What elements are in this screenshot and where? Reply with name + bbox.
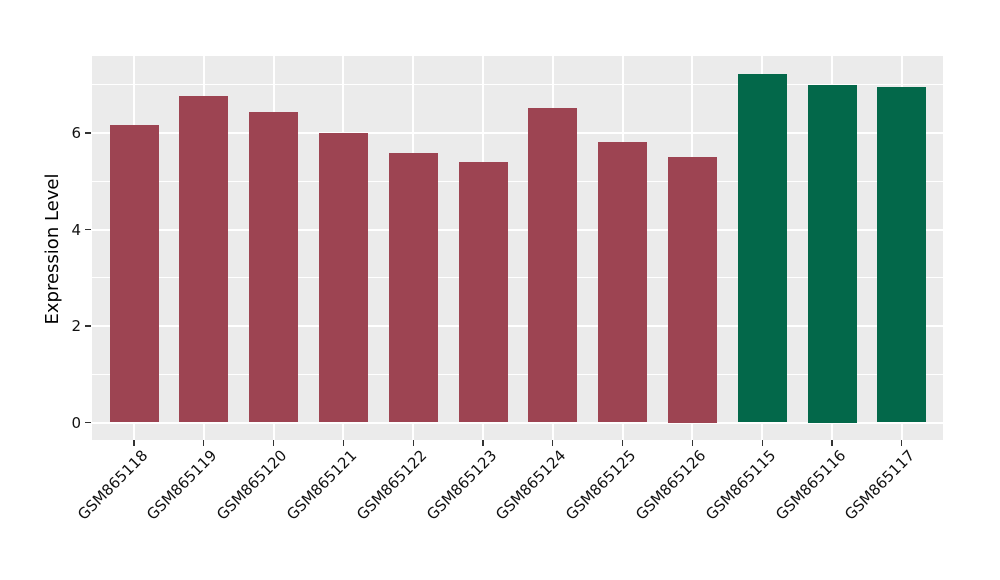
x-tick-mark (203, 440, 205, 446)
x-tick-mark (412, 440, 414, 446)
x-tick-label: GSM865124 (492, 446, 570, 524)
x-tick-mark (133, 440, 135, 446)
x-tick-label: GSM865121 (283, 446, 361, 524)
x-tick-mark (273, 440, 275, 446)
x-tick-label: GSM865117 (841, 446, 919, 524)
bar-GSM865119 (179, 95, 229, 423)
bar-GSM865115 (737, 74, 787, 423)
x-tick-label: GSM865126 (632, 446, 710, 524)
x-tick-mark (342, 440, 344, 446)
x-tick-mark (831, 440, 833, 446)
x-tick-mark (691, 440, 693, 446)
x-tick-label: GSM865116 (771, 446, 850, 524)
x-tick-mark (482, 440, 484, 446)
bar-GSM865120 (249, 111, 299, 423)
y-tick-label: 2 (71, 317, 81, 335)
gridline-minor-horizontal (92, 84, 943, 86)
x-tick-label: GSM865120 (213, 446, 291, 524)
bar-GSM865126 (667, 157, 717, 423)
gridline-major-horizontal (92, 132, 943, 134)
bar-GSM865118 (109, 125, 159, 423)
x-tick-label: GSM865115 (701, 446, 780, 524)
gridline-major-horizontal (92, 325, 943, 327)
x-tick-label: GSM865123 (422, 446, 501, 524)
gridline-minor-horizontal (92, 277, 943, 279)
y-tick-mark (85, 228, 91, 231)
bar-GSM865124 (528, 107, 578, 423)
bar-GSM865125 (598, 142, 648, 423)
gridline-major-horizontal (92, 421, 943, 424)
x-tick-mark (761, 440, 763, 446)
x-tick-mark (622, 440, 624, 446)
x-tick-label: GSM865122 (352, 446, 431, 524)
y-axis-title: Expression Level (42, 173, 63, 325)
gridline-minor-horizontal (92, 180, 943, 182)
bar-GSM865123 (458, 161, 508, 423)
bar-GSM865117 (877, 86, 927, 423)
x-tick-label: GSM865118 (73, 446, 152, 524)
y-tick-mark (85, 421, 91, 424)
y-tick-mark (85, 325, 91, 327)
gridline-minor-horizontal (92, 373, 943, 375)
y-tick-label: 0 (71, 413, 81, 432)
y-tick-mark (85, 132, 91, 134)
plot-panel (92, 56, 943, 440)
bar-GSM865121 (318, 132, 368, 423)
x-tick-label: GSM865125 (562, 446, 640, 524)
gridline-major-horizontal (92, 228, 943, 231)
bar-GSM865122 (388, 153, 438, 423)
bar-GSM865116 (807, 84, 857, 423)
x-tick-label: GSM865119 (143, 446, 221, 524)
x-tick-mark (552, 440, 554, 446)
y-tick-label: 6 (71, 124, 81, 142)
y-tick-label: 4 (71, 220, 81, 239)
x-tick-mark (901, 440, 903, 446)
